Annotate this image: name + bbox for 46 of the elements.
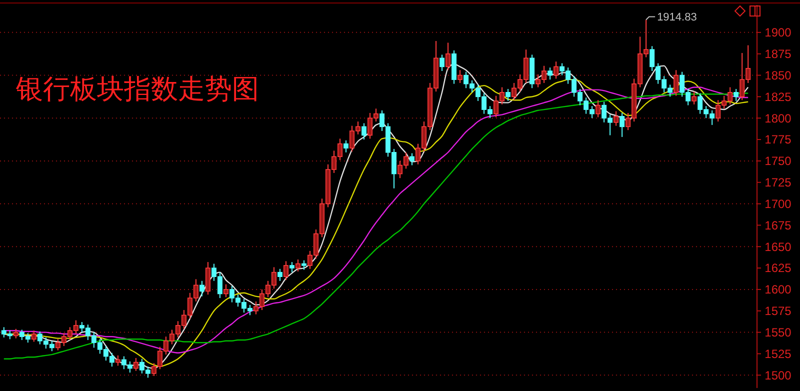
y-tick-label: 1550 — [764, 326, 792, 340]
candlestick — [31, 330, 36, 342]
y-tick-label: 1725 — [764, 176, 792, 190]
candlestick — [446, 42, 451, 71]
y-tick-label: 1825 — [764, 90, 792, 104]
candlestick — [674, 70, 679, 96]
y-tick-label: 1650 — [764, 240, 792, 254]
candlestick — [301, 260, 306, 270]
candlestick — [554, 61, 559, 80]
candlestick — [223, 284, 228, 298]
candlestick — [205, 262, 210, 296]
candlestick — [410, 152, 415, 166]
y-tick-label: 1575 — [764, 304, 792, 318]
y-tick-label: 1525 — [764, 346, 792, 361]
candlestick — [133, 358, 138, 372]
y-tick-label: 1850 — [764, 68, 792, 82]
candlestick — [295, 258, 300, 272]
y-tick-label: 1700 — [764, 196, 792, 211]
y-tick-label: 1750 — [764, 154, 792, 168]
y-tick-label: 1900 — [764, 26, 792, 40]
candlestick — [361, 122, 366, 140]
candlestick — [614, 110, 619, 126]
annotation: 1914.83 — [657, 12, 697, 24]
y-tick-label: 1675 — [764, 218, 792, 232]
candlestick — [734, 88, 739, 102]
y-tick-label: 1875 — [764, 47, 792, 62]
candlestick — [13, 328, 18, 339]
y-tick-label: 1800 — [764, 111, 792, 126]
candlestick — [596, 100, 601, 118]
candlestick — [199, 280, 204, 297]
candlestick — [458, 70, 463, 84]
candlestick — [440, 54, 445, 72]
y-tick-label: 1600 — [764, 282, 792, 297]
candlestick — [115, 354, 120, 366]
y-tick-label: 1500 — [764, 368, 792, 382]
y-tick-label: 1775 — [764, 132, 792, 147]
candlestick — [620, 112, 625, 138]
y-tick-label: 1625 — [764, 261, 792, 276]
candlestick — [289, 262, 294, 273]
candlestick — [283, 260, 288, 281]
candlestick — [548, 67, 553, 80]
candlestick — [277, 268, 282, 282]
candlestick — [343, 140, 348, 153]
text: 银行板块指数走势图 — [15, 74, 259, 104]
candlestick — [692, 91, 697, 105]
candlestick — [506, 88, 511, 102]
